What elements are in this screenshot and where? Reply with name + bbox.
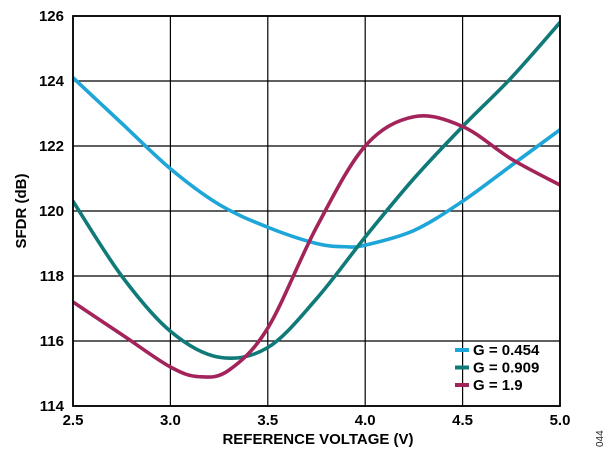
y-tick-label: 124 bbox=[39, 73, 65, 90]
series-line-0 bbox=[73, 75, 560, 249]
y-tick-label: 114 bbox=[40, 398, 65, 415]
x-tick-label: 3.0 bbox=[160, 412, 181, 429]
x-tick-label: 4.5 bbox=[452, 412, 473, 429]
y-tick-label: 116 bbox=[40, 333, 64, 350]
y-tick-label: 122 bbox=[39, 138, 64, 155]
x-tick-label: 4.0 bbox=[355, 412, 376, 429]
series-line-2 bbox=[73, 114, 560, 379]
y-tick-label: 120 bbox=[39, 203, 64, 220]
figure-id: 044 bbox=[595, 430, 606, 447]
y-tick-label: 126 bbox=[39, 8, 64, 25]
legend-label-0: G = 0.454 bbox=[473, 342, 540, 359]
x-tick-label: 2.5 bbox=[63, 412, 84, 429]
x-tick-label: 5.0 bbox=[550, 412, 571, 429]
y-tick-label: 118 bbox=[40, 268, 64, 285]
plot-frame bbox=[72, 15, 561, 407]
series-lines bbox=[73, 20, 560, 379]
x-axis-label: REFERENCE VOLTAGE (V) bbox=[222, 431, 413, 448]
y-tick-labels: 114 116 118 120 122 124 126 bbox=[39, 8, 65, 415]
x-tick-label: 3.5 bbox=[257, 412, 278, 429]
series-line-1 bbox=[73, 20, 560, 361]
legend-label-1: G = 0.909 bbox=[473, 360, 539, 377]
x-tick-labels: 2.5 3.0 3.5 4.0 4.5 5.0 bbox=[63, 412, 571, 429]
legend-label-2: G = 1.9 bbox=[473, 377, 523, 394]
y-axis-label: SFDR (dB) bbox=[13, 174, 30, 249]
